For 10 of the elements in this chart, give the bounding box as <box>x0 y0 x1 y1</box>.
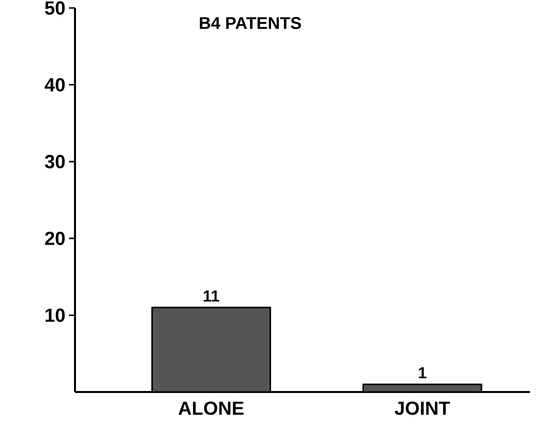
y-tick-label: 20 <box>45 232 65 246</box>
x-tick-label: JOINT <box>394 401 450 415</box>
y-tick-label: 40 <box>44 78 65 92</box>
chart-title: B4 PATENTS <box>200 17 301 30</box>
x-tick-label: ALONE <box>178 401 244 415</box>
y-tick-label: 50 <box>45 1 65 15</box>
y-tick-label: 10 <box>46 308 65 322</box>
data-label: 1 <box>418 367 426 378</box>
data-label: 11 <box>204 290 220 302</box>
y-tick-label: 30 <box>44 154 65 168</box>
